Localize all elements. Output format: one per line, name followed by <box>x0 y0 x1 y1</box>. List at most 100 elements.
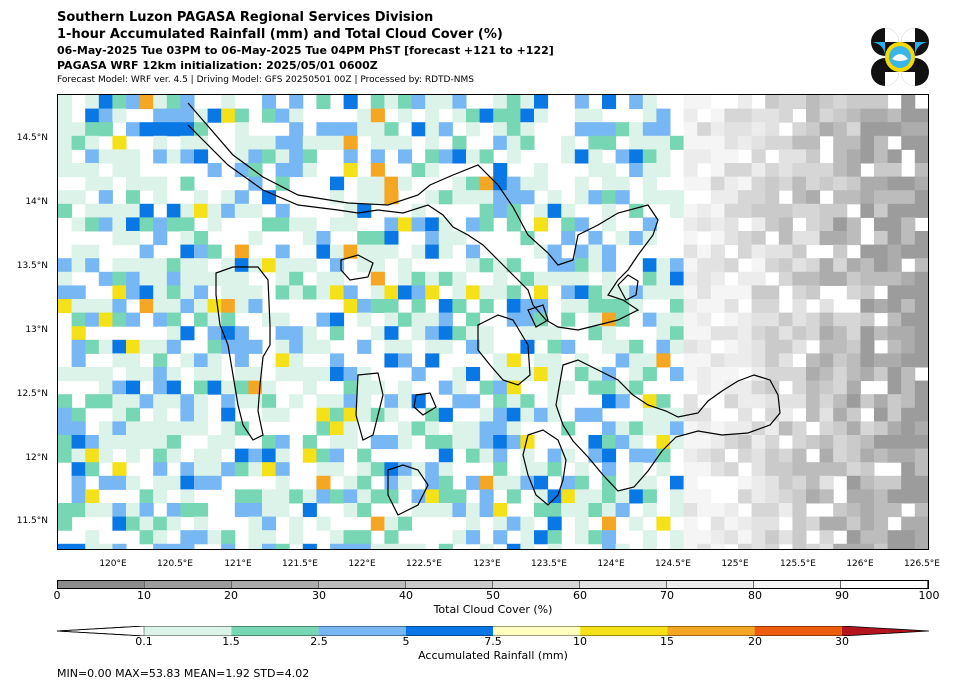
grid-cell <box>479 407 494 422</box>
grid-cell <box>343 475 358 490</box>
grid-cell <box>914 475 928 490</box>
grid-cell <box>126 367 141 382</box>
grid-cell <box>792 503 807 518</box>
grid-cell <box>778 312 793 327</box>
grid-cell <box>493 421 508 436</box>
grid-cell <box>316 244 331 259</box>
grid-cell <box>85 530 100 545</box>
grid-cell <box>846 149 861 164</box>
grid-cell <box>710 299 725 314</box>
grid-cell <box>425 462 440 477</box>
grid-cell <box>289 285 304 300</box>
grid-cell <box>574 489 589 504</box>
grid-cell <box>166 149 181 164</box>
grid-cell <box>166 380 181 395</box>
grid-cell <box>792 231 807 246</box>
grid-cell <box>846 339 861 354</box>
coastline-catanduanes <box>617 274 639 301</box>
grid-cell <box>860 475 875 490</box>
grid-cell <box>71 285 86 300</box>
grid-cell <box>710 462 725 477</box>
rain-color-segment <box>580 626 668 636</box>
grid-cell <box>846 489 861 504</box>
grid-cell <box>438 380 453 395</box>
grid-cell <box>615 543 630 549</box>
grid-cell <box>71 475 86 490</box>
grid-cell <box>71 312 86 327</box>
grid-cell <box>806 176 821 191</box>
grid-cell <box>357 231 372 246</box>
grid-cell <box>833 176 848 191</box>
grid-cell <box>751 394 766 409</box>
grid-cell <box>126 380 141 395</box>
grid-cell <box>534 203 549 218</box>
grid-cell <box>452 190 467 205</box>
grid-cell <box>710 503 725 518</box>
grid-cell <box>724 380 739 395</box>
grid-cell <box>697 435 712 450</box>
grid-cell <box>370 299 385 314</box>
grid-cell <box>914 339 928 354</box>
grid-cell <box>98 339 113 354</box>
cloud-tick-label: 80 <box>748 589 762 602</box>
grid-cell <box>860 516 875 531</box>
grid-cell <box>126 176 141 191</box>
grid-cell <box>316 95 331 110</box>
grid-cell <box>914 516 928 531</box>
cloud-color-segment <box>580 581 667 588</box>
grid-cell <box>221 271 236 286</box>
grid-cell <box>221 95 236 110</box>
grid-cell <box>248 367 263 382</box>
grid-cell <box>778 258 793 273</box>
grid-cell <box>588 285 603 300</box>
grid-cell <box>887 503 902 518</box>
grid-cell <box>180 285 195 300</box>
grid-cell <box>683 367 698 382</box>
grid-cell <box>901 516 916 531</box>
grid-cell <box>887 163 902 178</box>
grid-cell <box>738 475 753 490</box>
grid-cell <box>466 122 481 137</box>
grid-cell <box>479 475 494 490</box>
grid-cell <box>887 122 902 137</box>
grid-cell <box>493 353 508 368</box>
grid-cell <box>874 353 889 368</box>
grid-cell <box>724 394 739 409</box>
grid-cell <box>901 394 916 409</box>
grid-cell <box>806 122 821 137</box>
grid-cell <box>642 95 657 110</box>
grid-cell <box>98 176 113 191</box>
grid-cell <box>629 516 644 531</box>
grid-cell <box>887 407 902 422</box>
grid-cell <box>275 462 290 477</box>
grid-cell <box>466 516 481 531</box>
grid-cell <box>58 258 73 273</box>
grid-cell <box>194 244 209 259</box>
grid-cell <box>765 367 780 382</box>
grid-cell <box>438 149 453 164</box>
grid-cell <box>588 149 603 164</box>
grid-cell <box>765 108 780 123</box>
grid-cell <box>506 516 521 531</box>
grid-cell <box>806 489 821 504</box>
grid-cell <box>289 353 304 368</box>
grid-cell <box>112 299 127 314</box>
grid-cell <box>819 380 834 395</box>
grid-cell <box>901 108 916 123</box>
grid-cell <box>166 367 181 382</box>
grid-cell <box>901 543 916 549</box>
grid-cell <box>697 135 712 150</box>
lat-tick-label: 12.5°N <box>16 389 48 399</box>
grid-cell <box>126 231 141 246</box>
grid-cell <box>738 271 753 286</box>
grid-cell <box>751 448 766 463</box>
grid-cell <box>425 339 440 354</box>
grid-cell <box>846 231 861 246</box>
grid-cell <box>534 367 549 382</box>
grid-cell <box>126 149 141 164</box>
grid-cell <box>792 95 807 110</box>
grid-cell <box>112 475 127 490</box>
grid-cell <box>126 516 141 531</box>
grid-cell <box>234 380 249 395</box>
grid-cell <box>85 244 100 259</box>
